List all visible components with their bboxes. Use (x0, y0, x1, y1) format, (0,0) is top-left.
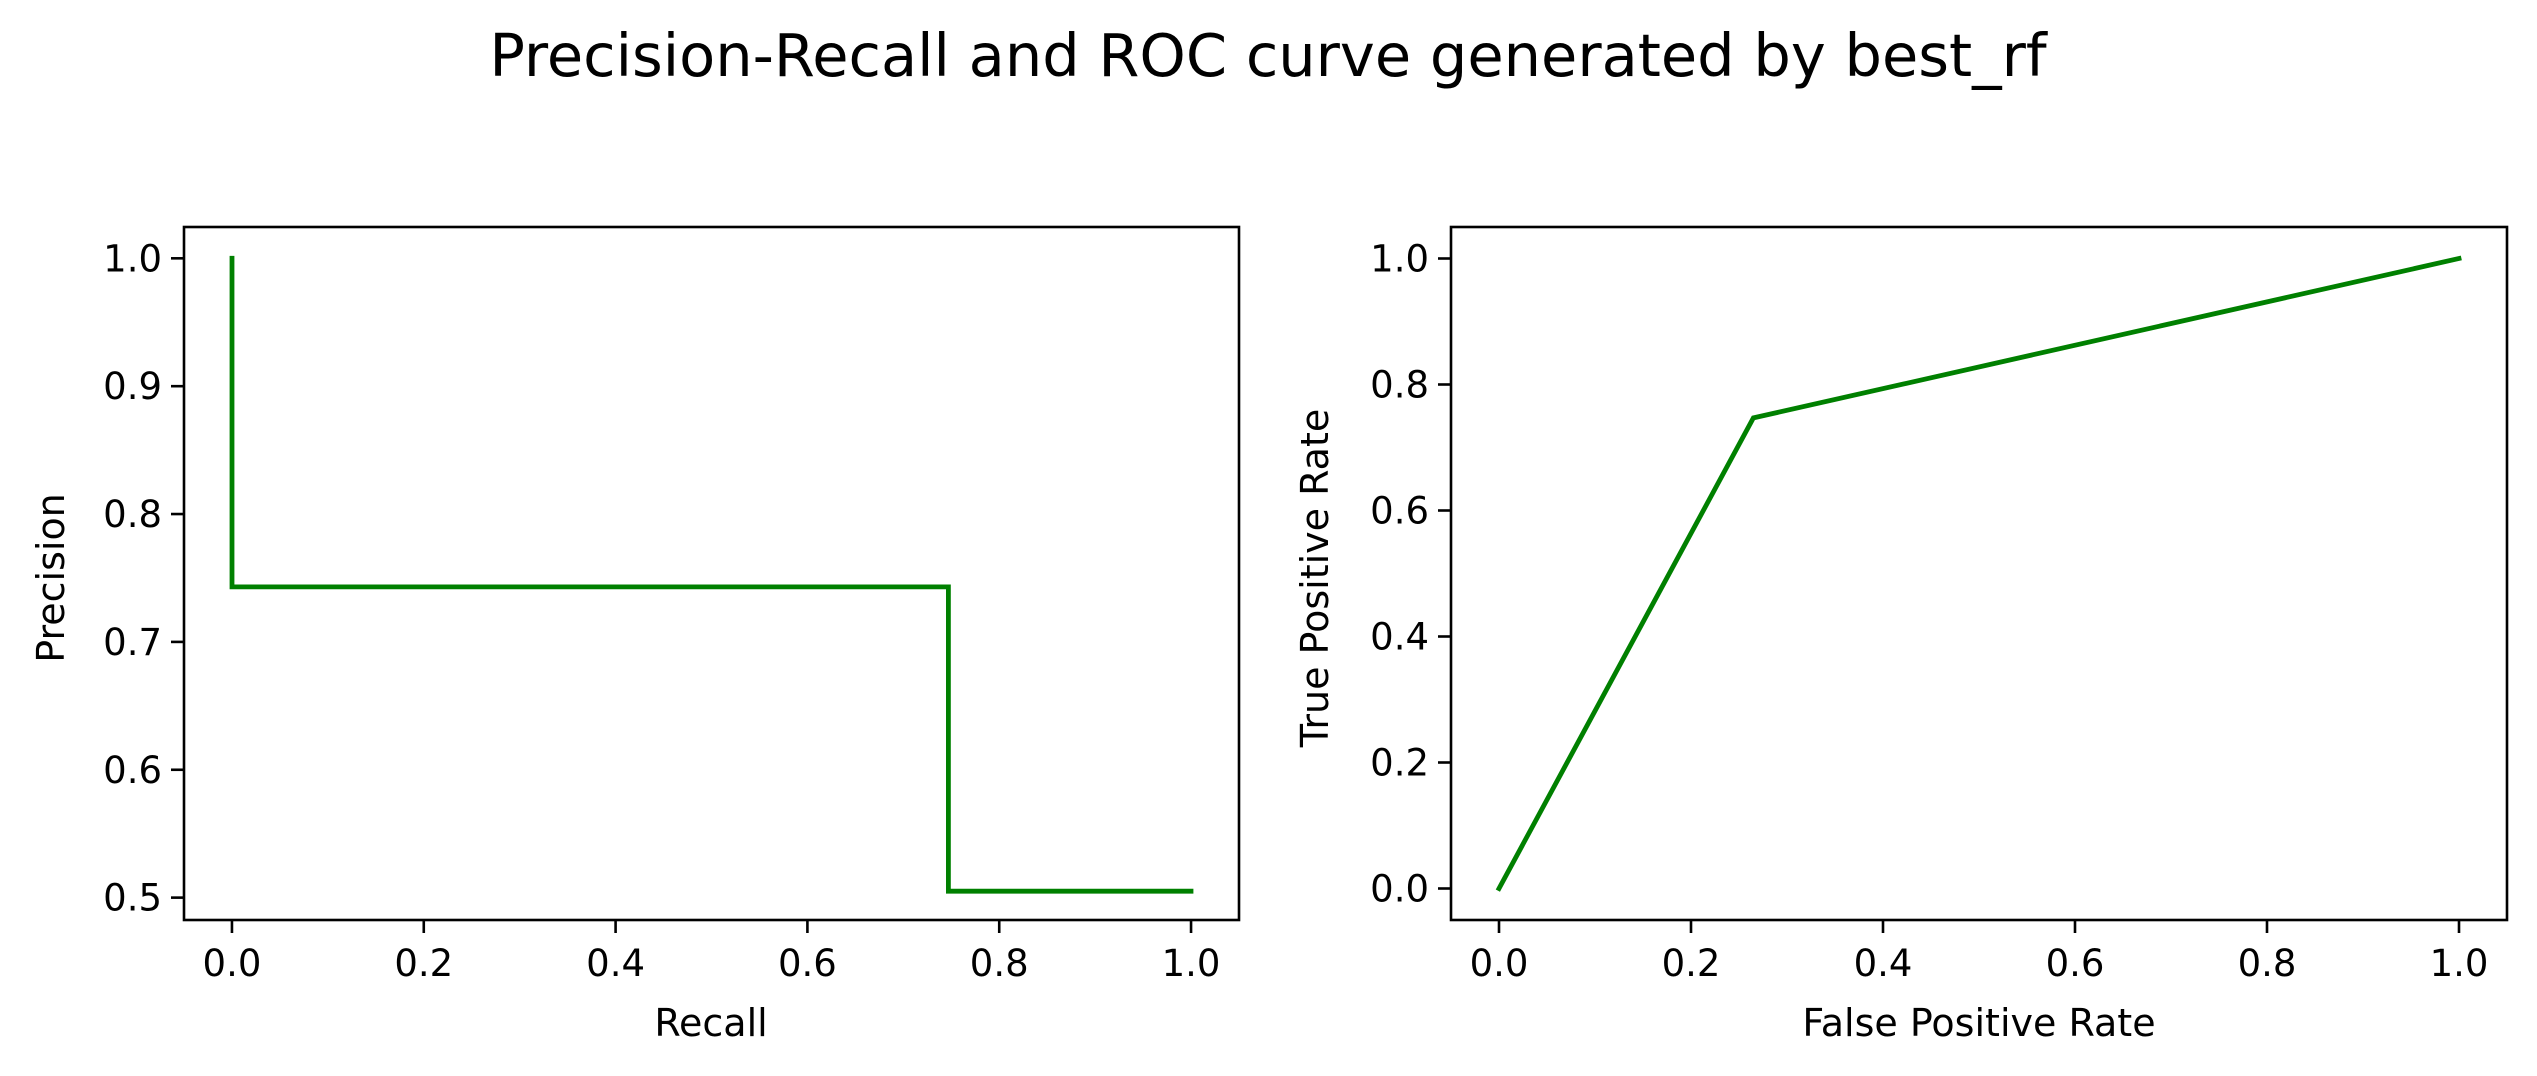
roc-y-tick-label: 0.0 (1370, 868, 1429, 911)
pr-x-tick-label: 0.0 (203, 942, 262, 985)
pr-x-tick-label: 0.4 (586, 942, 645, 985)
roc-y-tick-label: 0.2 (1370, 742, 1429, 785)
roc-y-tick-label: 0.6 (1370, 490, 1429, 533)
pr-y-tick-label: 0.5 (103, 877, 162, 920)
roc-x-tick-label: 0.6 (2046, 942, 2105, 985)
pr-x-tick-label: 0.8 (970, 942, 1029, 985)
roc-y-axis-label: True Positive Rate (1293, 409, 1337, 749)
roc-axes-frame (1449, 225, 2509, 922)
roc-y-ticks: 0.0 0.2 0.4 0.6 0.8 1.0 (1370, 238, 1451, 911)
figure-title: Precision-Recall and ROC curve generated… (489, 21, 2048, 90)
roc-curve-line (1495, 255, 2462, 892)
pr-y-tick-label: 0.7 (103, 621, 162, 664)
roc-x-tick-label: 0.8 (2238, 942, 2297, 985)
pr-series-layer (229, 255, 1194, 894)
roc-plot: 0.0 0.2 0.4 0.6 0.8 1.0 0.0 0.2 0.4 0.6 0.8 1.0 Fa… (1293, 225, 2509, 1045)
pr-y-axis-label: Precision (29, 493, 73, 663)
pr-x-tick-label: 1.0 (1162, 942, 1221, 985)
roc-x-ticks: 0.0 0.2 0.4 0.6 0.8 1.0 (1470, 920, 2489, 985)
roc-x-tick-label: 1.0 (2430, 942, 2489, 985)
roc-x-tick-label: 0.0 (1470, 942, 1529, 985)
pr-x-axis-label: Recall (654, 1001, 767, 1045)
roc-series-layer (1495, 255, 2462, 892)
roc-x-tick-label: 0.2 (1662, 942, 1721, 985)
pr-y-ticks: 0.5 0.6 0.7 0.8 0.9 1.0 (103, 237, 184, 920)
roc-y-tick-label: 0.8 (1370, 364, 1429, 407)
roc-y-tick-label: 0.4 (1370, 616, 1429, 659)
roc-y-tick-label: 1.0 (1370, 238, 1429, 281)
precision-recall-plot: 0.0 0.2 0.4 0.6 0.8 1.0 0.5 0.6 0.7 0.8 0.9 1.0 Re… (29, 225, 1241, 1045)
pr-y-tick-label: 0.9 (103, 365, 162, 408)
pr-y-tick-label: 0.6 (103, 749, 162, 792)
pr-axes-frame (182, 225, 1241, 922)
pr-x-tick-label: 0.6 (778, 942, 837, 985)
roc-x-tick-label: 0.4 (1854, 942, 1913, 985)
pr-x-ticks: 0.0 0.2 0.4 0.6 0.8 1.0 (203, 920, 1221, 985)
pr-y-tick-label: 1.0 (103, 237, 162, 280)
pr-curve-line (229, 255, 1194, 894)
pr-y-tick-label: 0.8 (103, 493, 162, 536)
roc-x-axis-label: False Positive Rate (1802, 1001, 2155, 1045)
pr-x-tick-label: 0.2 (394, 942, 453, 985)
